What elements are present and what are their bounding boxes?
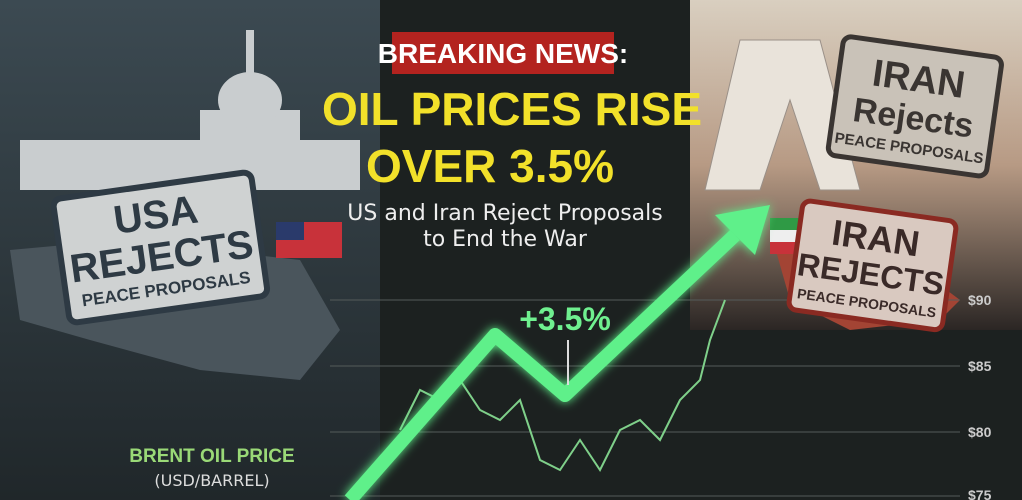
title: OVER 3.5%: [366, 140, 614, 192]
subtitle: US and Iran Reject Proposals: [347, 201, 662, 226]
subtitle: to End the War: [423, 227, 588, 252]
axis-labels: $90 $85 $80 $75: [968, 292, 992, 500]
chart-label: BRENT OIL PRICE: [129, 446, 294, 467]
us-flag: [276, 222, 342, 258]
usa-stamp: USA REJECTS PEACE PROPOSALS: [50, 169, 271, 326]
annotation: +3.5%: [519, 301, 611, 337]
axis-label: $85: [968, 358, 992, 374]
kicker-badge: [392, 32, 614, 74]
iran-stamp-bottom: IRAN REJECTS PEACE PROPOSALS: [786, 198, 959, 333]
trend-arrow: [344, 205, 770, 500]
axis-label: $75: [968, 487, 992, 500]
axis-label: $90: [968, 292, 992, 308]
iran-stamp-top: IRAN Rejects PEACE PROPOSALS: [825, 34, 1004, 179]
tower: [704, 39, 861, 191]
capitol: [20, 30, 360, 190]
axis-label: $80: [968, 424, 992, 440]
title: OIL PRICES RISE: [322, 83, 702, 135]
chart-label: (USD/BARREL): [154, 471, 269, 490]
kicker: BREAKING NEWS:: [378, 38, 628, 69]
